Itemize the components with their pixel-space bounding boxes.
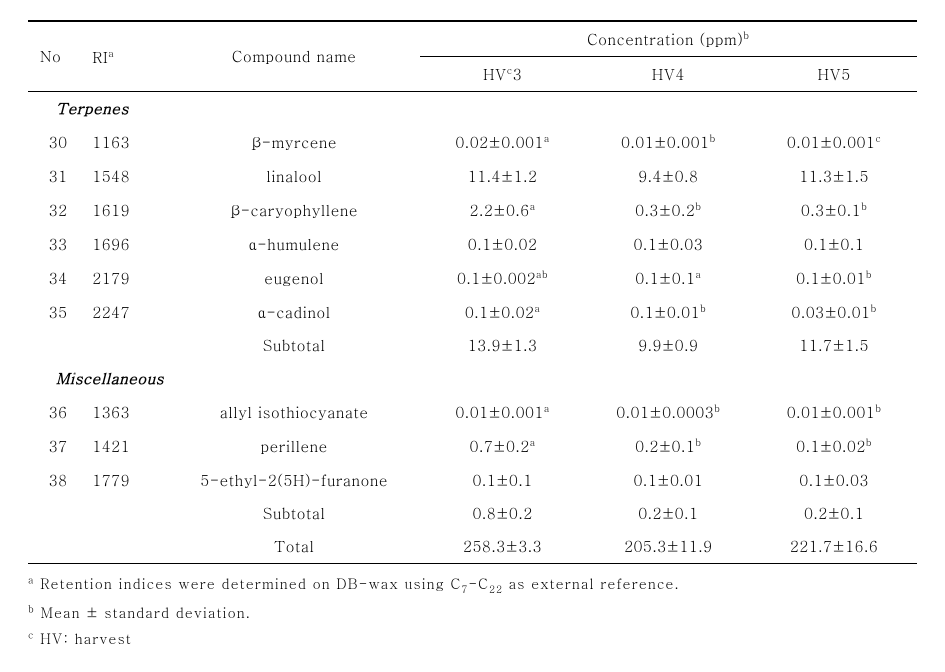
cell-hv3: 0.01±0.001a (420, 395, 586, 429)
group-terpenes: Terpenes (28, 92, 917, 126)
cell-hv3: 11.4±1.2 (420, 159, 586, 193)
cell-ri: 1696 (88, 227, 168, 261)
table-row: 33 1696 α-humulene 0.1±0.02 0.1±0.03 0.1… (28, 227, 917, 261)
header-concentration: Concentration (ppm)b (420, 21, 917, 57)
cell-hv5: 11.3±1.5 (751, 159, 917, 193)
cell-no: 37 (28, 429, 88, 463)
cell-hv3: 0.1±0.1 (420, 463, 586, 497)
cell-ri: 2247 (88, 295, 168, 329)
cell-no: 34 (28, 261, 88, 295)
cell-ri: 1619 (88, 193, 168, 227)
cell-hv5: 0.1±0.01b (751, 261, 917, 295)
table-row: 31 1548 linalool 11.4±1.2 9.4±0.8 11.3±1… (28, 159, 917, 193)
header-no: No (28, 21, 88, 92)
cell-hv4: 0.3±0.2b (585, 193, 751, 227)
footnote-b: b Mean ± standard deviation. (28, 599, 917, 626)
table-row: 35 2247 α-cadinol 0.1±0.02a 0.1±0.01b 0.… (28, 295, 917, 329)
cell-hv4: 0.1±0.01b (585, 295, 751, 329)
cell-name: eugenol (169, 261, 420, 295)
compounds-table: No RIa Compound name Concentration (ppm)… (28, 20, 917, 564)
cell-hv5: 221.7±16.6 (751, 530, 917, 564)
cell-hv5: 0.01±0.001c (751, 125, 917, 159)
cell-ri: 2179 (88, 261, 168, 295)
cell-hv5: 0.1±0.1 (751, 227, 917, 261)
cell-name: 5-ethyl-2(5H)-furanone (169, 463, 420, 497)
header-hv5: HV5 (751, 57, 917, 92)
cell-hv5: 0.1±0.03 (751, 463, 917, 497)
header-ri: RIa (88, 21, 168, 92)
table-row: 38 1779 5-ethyl-2(5H)-furanone 0.1±0.1 0… (28, 463, 917, 497)
cell-hv4: 0.1±0.03 (585, 227, 751, 261)
cell-hv3: 0.1±0.02a (420, 295, 586, 329)
cell-hv3: 0.7±0.2a (420, 429, 586, 463)
header-hv3: HVc3 (420, 57, 586, 92)
cell-name: β-myrcene (169, 125, 420, 159)
header-compound: Compound name (169, 21, 420, 92)
footnote-a: a Retention indices were determined on D… (28, 570, 917, 599)
cell-hv4: 0.1±0.01 (585, 463, 751, 497)
cell-hv4: 9.9±0.9 (585, 329, 751, 362)
cell-no: 30 (28, 125, 88, 159)
cell-hv3: 258.3±3.3 (420, 530, 586, 564)
cell-no: 32 (28, 193, 88, 227)
table-row: 34 2179 eugenol 0.1±0.002ab 0.1±0.1a 0.1… (28, 261, 917, 295)
cell-name: Subtotal (169, 497, 420, 530)
cell-hv3: 2.2±0.6a (420, 193, 586, 227)
cell-hv5: 11.7±1.5 (751, 329, 917, 362)
cell-hv5: 0.01±0.001b (751, 395, 917, 429)
cell-ri: 1421 (88, 429, 168, 463)
cell-hv5: 0.03±0.01b (751, 295, 917, 329)
cell-hv4: 0.2±0.1b (585, 429, 751, 463)
cell-hv4: 9.4±0.8 (585, 159, 751, 193)
cell-no: 31 (28, 159, 88, 193)
cell-ri: 1548 (88, 159, 168, 193)
subtotal-row: Subtotal 0.8±0.2 0.2±0.1 0.2±0.1 (28, 497, 917, 530)
footnote-c: c HV: harvest (28, 625, 917, 652)
cell-ri: 1779 (88, 463, 168, 497)
cell-hv5: 0.2±0.1 (751, 497, 917, 530)
subtotal-row: Subtotal 13.9±1.3 9.9±0.9 11.7±1.5 (28, 329, 917, 362)
cell-hv4: 0.1±0.1a (585, 261, 751, 295)
cell-hv4: 0.01±0.0003b (585, 395, 751, 429)
footnotes: a Retention indices were determined on D… (28, 570, 917, 652)
cell-no: 38 (28, 463, 88, 497)
cell-name: perillene (169, 429, 420, 463)
cell-name: β-caryophyllene (169, 193, 420, 227)
cell-ri: 1363 (88, 395, 168, 429)
cell-no: 36 (28, 395, 88, 429)
cell-name: linalool (169, 159, 420, 193)
cell-hv5: 0.1±0.02b (751, 429, 917, 463)
cell-name: α-humulene (169, 227, 420, 261)
cell-hv3: 0.1±0.02 (420, 227, 586, 261)
cell-hv4: 0.2±0.1 (585, 497, 751, 530)
table-row: 30 1163 β-myrcene 0.02±0.001a 0.01±0.001… (28, 125, 917, 159)
cell-hv5: 0.3±0.1b (751, 193, 917, 227)
cell-name: Subtotal (169, 329, 420, 362)
cell-hv4: 205.3±11.9 (585, 530, 751, 564)
cell-hv3: 13.9±1.3 (420, 329, 586, 362)
cell-no: 35 (28, 295, 88, 329)
cell-hv4: 0.01±0.001b (585, 125, 751, 159)
cell-name: α-cadinol (169, 295, 420, 329)
table-row: 36 1363 allyl isothiocyanate 0.01±0.001a… (28, 395, 917, 429)
cell-ri: 1163 (88, 125, 168, 159)
total-row: Total 258.3±3.3 205.3±11.9 221.7±16.6 (28, 530, 917, 564)
cell-hv3: 0.8±0.2 (420, 497, 586, 530)
cell-name: Total (169, 530, 420, 564)
cell-name: allyl isothiocyanate (169, 395, 420, 429)
header-hv4: HV4 (585, 57, 751, 92)
cell-no: 33 (28, 227, 88, 261)
group-miscellaneous: Miscellaneous (28, 362, 917, 395)
cell-hv3: 0.1±0.002ab (420, 261, 586, 295)
table-row: 37 1421 perillene 0.7±0.2a 0.2±0.1b 0.1±… (28, 429, 917, 463)
table-row: 32 1619 β-caryophyllene 2.2±0.6a 0.3±0.2… (28, 193, 917, 227)
cell-hv3: 0.02±0.001a (420, 125, 586, 159)
